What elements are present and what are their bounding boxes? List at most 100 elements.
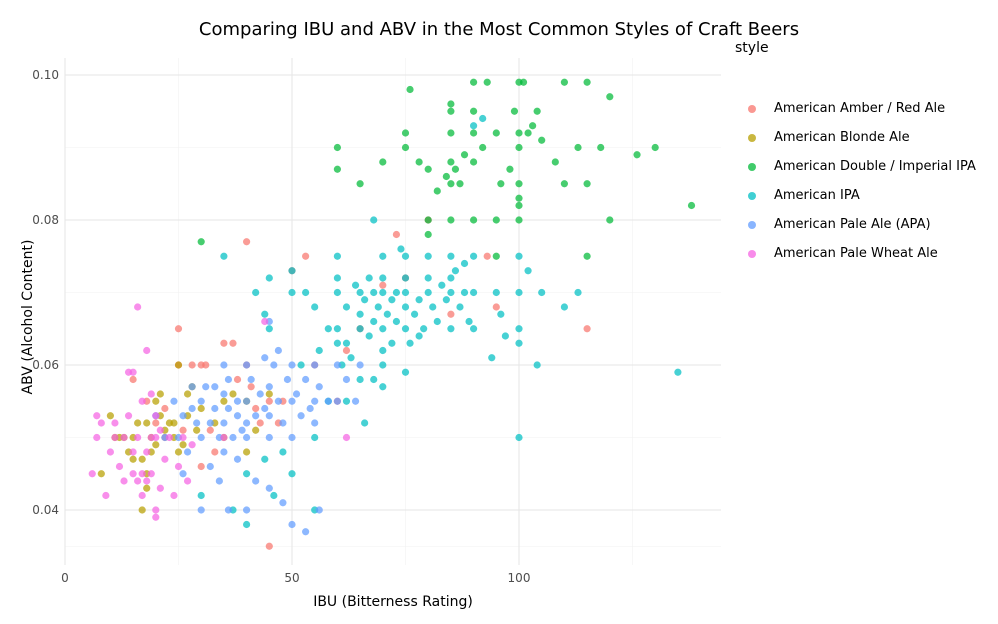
- data-point: [243, 238, 251, 246]
- data-point: [379, 274, 387, 282]
- data-point: [147, 470, 155, 478]
- data-point: [302, 375, 310, 384]
- data-point: [379, 288, 387, 297]
- data-point: [433, 317, 441, 326]
- data-point: [252, 426, 260, 434]
- data-point: [152, 419, 160, 427]
- legend-label: American Pale Wheat Ale: [774, 246, 938, 261]
- data-point: [220, 448, 228, 456]
- data-point: [288, 397, 296, 405]
- data-point: [356, 310, 364, 318]
- x-axis-label: IBU (Bitterness Rating): [313, 594, 473, 610]
- legend-key-icon: [748, 133, 756, 142]
- data-point: [193, 419, 201, 427]
- grid-lines: [64, 58, 721, 565]
- data-point: [651, 143, 659, 152]
- data-point: [324, 325, 332, 333]
- data-point: [111, 433, 119, 442]
- data-point: [447, 129, 455, 137]
- data-point: [220, 419, 228, 427]
- data-point: [606, 216, 614, 224]
- data-point: [333, 165, 341, 173]
- data-point: [342, 346, 351, 355]
- data-point: [401, 252, 410, 260]
- data-point: [106, 448, 114, 456]
- data-point: [447, 325, 455, 333]
- data-point: [183, 448, 192, 456]
- data-point: [492, 252, 500, 260]
- data-point: [238, 426, 246, 434]
- data-point: [124, 412, 133, 420]
- data-point: [220, 339, 228, 347]
- data-point: [311, 397, 319, 405]
- data-point: [492, 288, 500, 297]
- data-point: [156, 484, 164, 492]
- data-point: [111, 419, 119, 427]
- data-point: [447, 158, 455, 166]
- data-point: [197, 462, 205, 471]
- data-point: [229, 390, 237, 398]
- data-point: [288, 520, 296, 529]
- y-tick-label: 0.06: [32, 358, 59, 372]
- data-point: [356, 288, 364, 297]
- data-point: [243, 448, 251, 456]
- data-point: [470, 122, 478, 130]
- data-point: [315, 383, 323, 391]
- data-point: [233, 412, 242, 420]
- data-point: [392, 230, 401, 239]
- data-point: [265, 433, 273, 442]
- data-point: [379, 383, 387, 391]
- data-point: [379, 325, 387, 333]
- data-point: [533, 107, 541, 115]
- data-point: [606, 93, 614, 101]
- data-point: [551, 158, 559, 166]
- data-point: [302, 288, 310, 297]
- data-point: [483, 78, 491, 86]
- data-point: [174, 448, 183, 456]
- data-point: [220, 361, 228, 369]
- data-point: [243, 470, 251, 478]
- data-point: [88, 470, 96, 478]
- data-point: [261, 310, 269, 318]
- data-point: [388, 296, 396, 304]
- data-point: [442, 172, 450, 181]
- data-point: [138, 455, 146, 463]
- data-point: [470, 216, 478, 224]
- y-tick-label: 0.08: [32, 213, 59, 227]
- data-point: [265, 542, 273, 550]
- data-point: [215, 477, 223, 485]
- legend-label: American Pale Ale (APA): [774, 217, 931, 232]
- data-point: [424, 252, 432, 260]
- data-point: [156, 426, 164, 434]
- data-point: [220, 252, 228, 260]
- data-point: [120, 477, 128, 485]
- data-point: [515, 129, 523, 137]
- data-point: [115, 462, 124, 471]
- data-point: [143, 448, 151, 456]
- data-point: [470, 129, 478, 137]
- data-point: [633, 151, 641, 159]
- data-point: [134, 303, 142, 311]
- data-point: [529, 122, 537, 130]
- data-point: [442, 296, 450, 304]
- data-point: [388, 339, 396, 347]
- data-point: [560, 180, 569, 188]
- data-point: [333, 397, 341, 405]
- data-point: [515, 433, 523, 442]
- data-point: [297, 412, 305, 420]
- data-point: [279, 448, 287, 456]
- data-point: [379, 346, 387, 355]
- legend-title: style: [735, 40, 769, 56]
- data-point: [288, 267, 296, 275]
- data-point: [183, 390, 192, 398]
- data-point: [342, 397, 351, 405]
- data-point: [583, 180, 591, 188]
- data-point: [447, 274, 455, 282]
- data-point: [197, 397, 205, 405]
- data-point: [170, 491, 178, 500]
- data-point: [515, 194, 523, 202]
- data-point: [497, 310, 505, 318]
- data-point: [451, 267, 460, 275]
- data-point: [674, 368, 682, 376]
